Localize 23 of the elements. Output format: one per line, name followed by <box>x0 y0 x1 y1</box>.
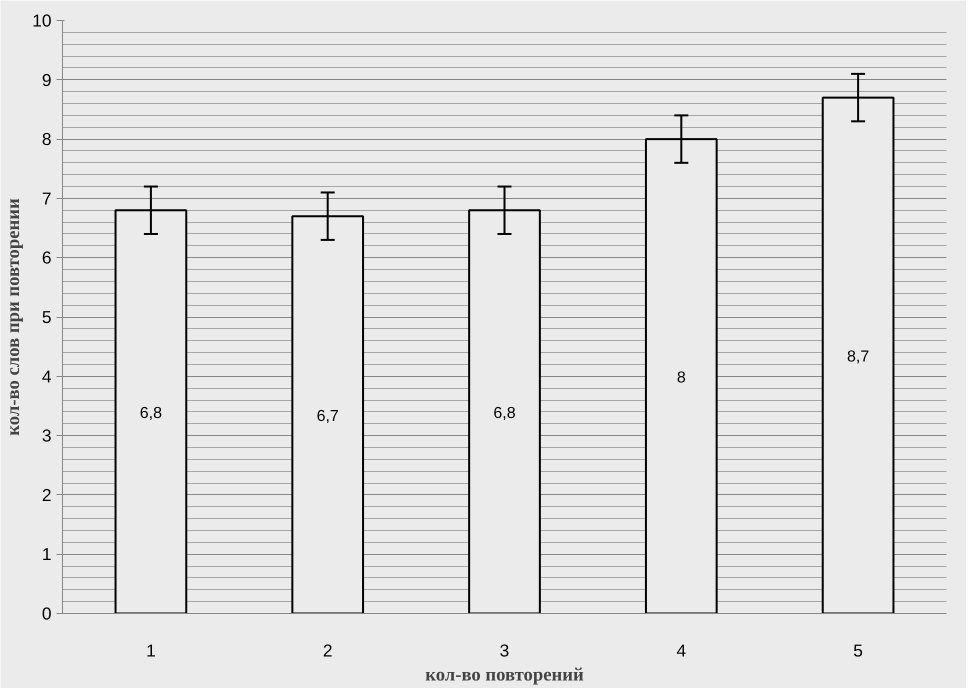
y-tick-label: 3 <box>42 426 52 446</box>
x-axis-title: кол-во повторений <box>425 664 584 686</box>
x-tick-label: 4 <box>676 640 686 660</box>
y-tick-label: 5 <box>42 307 52 327</box>
y-tick-label: 10 <box>32 10 52 30</box>
y-tick-label: 1 <box>42 544 52 564</box>
y-tick-label: 4 <box>42 366 52 386</box>
data-label: 8,7 <box>846 348 870 366</box>
y-tick-label: 6 <box>42 248 52 268</box>
x-tick-label: 5 <box>853 640 863 660</box>
data-label: 8 <box>676 369 686 386</box>
y-tick-label: 0 <box>42 604 52 624</box>
x-tick-label: 3 <box>500 640 510 660</box>
data-label: 6,8 <box>140 404 162 422</box>
y-tick-label: 9 <box>42 70 52 90</box>
x-tick-label: 2 <box>322 640 333 660</box>
y-tick-label: 2 <box>42 484 52 505</box>
y-axis-title: кол-во слов при повторении <box>3 198 24 436</box>
y-tick-label: 8 <box>42 129 52 150</box>
y-tick-label: 7 <box>42 188 52 208</box>
x-tick-label: 1 <box>146 640 156 660</box>
data-label: 6,7 <box>316 408 339 425</box>
data-label: 6,8 <box>493 404 516 422</box>
